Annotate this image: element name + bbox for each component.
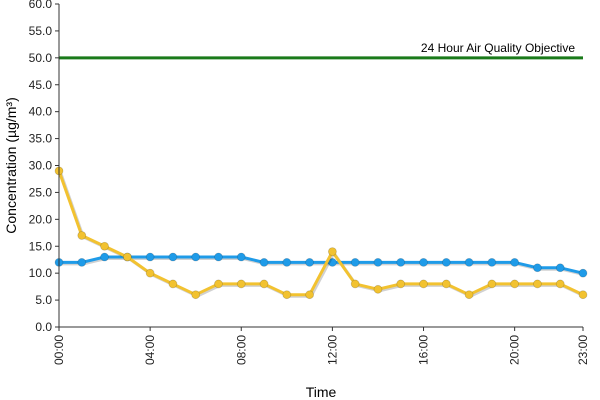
data-point: [533, 263, 542, 273]
x-axis-title: Time: [306, 384, 337, 400]
data-point: [441, 279, 451, 289]
data-point: [373, 257, 383, 267]
x-tick-label: 00:00: [52, 335, 66, 365]
data-point: [350, 279, 360, 289]
y-axis-title: Concentration (µg/m³): [3, 97, 19, 233]
series-layer: [54, 166, 588, 300]
series-line: [57, 170, 584, 297]
x-tick-labels: 00:00 04:00 08:00 12:00 16:00 20:00 23:00: [52, 327, 590, 365]
data-point: [464, 290, 474, 300]
y-tick-label: 15.0: [29, 239, 53, 253]
y-tick-label: 50.0: [29, 51, 53, 65]
data-point: [578, 290, 588, 300]
y-tick-label: 60.0: [29, 0, 53, 11]
data-point: [122, 252, 132, 262]
data-point: [191, 252, 201, 262]
y-tick-label: 10.0: [29, 266, 53, 280]
y-tick-label: 20.0: [29, 212, 53, 226]
data-point: [464, 257, 474, 267]
data-point: [145, 252, 155, 262]
data-point: [282, 257, 292, 267]
data-point: [100, 252, 109, 262]
y-tick-label: 0.0: [35, 320, 52, 334]
data-point: [419, 257, 428, 267]
data-point: [77, 257, 87, 267]
reference-line-group: 24 Hour Air Quality Objective: [59, 41, 583, 60]
x-tick-label: 12:00: [325, 335, 339, 365]
data-point: [327, 247, 337, 257]
data-point: [441, 257, 451, 267]
data-point: [168, 279, 178, 289]
data-point: [305, 257, 315, 267]
y-tick-label: 40.0: [29, 105, 53, 119]
y-tick-label: 35.0: [29, 132, 53, 146]
data-point: [510, 257, 520, 267]
data-point: [214, 252, 223, 262]
data-point: [214, 279, 223, 289]
y-tick-labels: 0.0 5.0 10.0 15.0 20.0 25.0 30.0 35.0 40.0 45.0 50…: [29, 0, 59, 334]
data-point: [191, 290, 201, 300]
y-tick-label: 55.0: [29, 24, 53, 38]
data-point: [236, 252, 246, 262]
series-2: [54, 166, 588, 300]
y-tick-label: 25.0: [29, 185, 53, 199]
data-point: [305, 290, 315, 300]
x-tick-label: 16:00: [417, 335, 431, 365]
data-point: [236, 279, 246, 289]
air-quality-objective-label: 24 Hour Air Quality Objective: [421, 41, 575, 55]
data-point: [555, 279, 565, 289]
data-point: [578, 268, 588, 278]
data-point: [259, 279, 269, 289]
data-point: [373, 284, 383, 294]
data-point: [533, 279, 542, 289]
x-tick-label: 08:00: [234, 335, 248, 365]
x-tick-label: 20:00: [508, 335, 522, 365]
data-point: [419, 279, 428, 289]
y-tick-label: 5.0: [35, 293, 52, 307]
data-point: [168, 252, 178, 262]
data-point: [510, 279, 520, 289]
data-point: [396, 257, 406, 267]
data-point: [100, 241, 109, 251]
data-point: [259, 257, 269, 267]
x-tick-label: 23:00: [576, 335, 590, 365]
series-line-shadow: [59, 171, 586, 298]
data-point: [77, 231, 87, 240]
data-point: [555, 263, 565, 273]
data-point: [487, 279, 497, 289]
x-tick-label: 04:00: [143, 335, 157, 365]
data-point: [396, 279, 406, 289]
data-point: [282, 290, 292, 300]
data-point: [145, 268, 155, 278]
data-point: [350, 257, 360, 267]
y-tick-label: 30.0: [29, 159, 53, 173]
y-tick-label: 45.0: [29, 78, 53, 92]
data-point: [487, 257, 497, 267]
